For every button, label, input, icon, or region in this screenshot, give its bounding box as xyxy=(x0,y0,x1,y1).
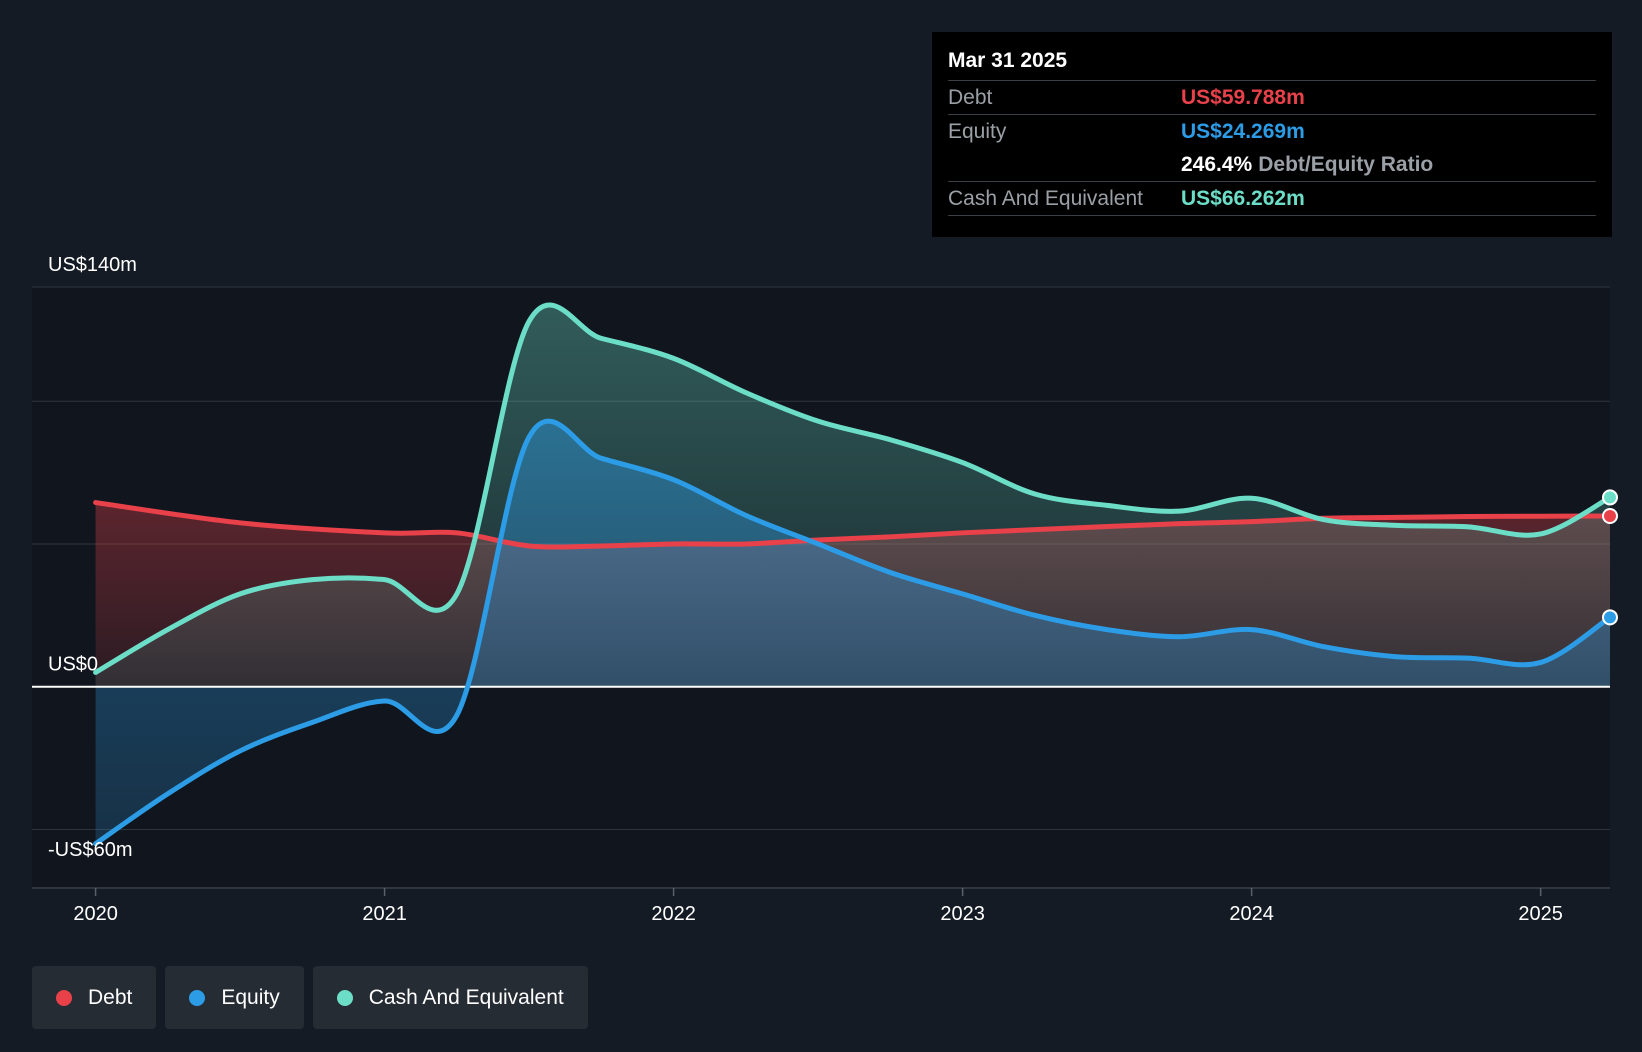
tooltip-cash-row: Cash And Equivalent US$66.262m xyxy=(948,182,1596,216)
x-tick-label: 2021 xyxy=(362,903,407,925)
x-tick-label: 2023 xyxy=(940,903,985,925)
equity-end-point[interactable] xyxy=(1602,609,1618,626)
legend-debt-label: Debt xyxy=(88,985,133,1009)
tooltip-debt-label: Debt xyxy=(948,86,993,109)
legend-item-cash[interactable]: Cash And Equivalent xyxy=(312,966,588,1029)
legend-item-debt[interactable]: Debt xyxy=(32,966,157,1029)
tooltip-ratio-label: Debt/Equity Ratio xyxy=(1258,153,1434,176)
tooltip-cash-label: Cash And Equivalent xyxy=(948,187,1143,210)
tooltip-panel: Mar 31 2025 Debt US$59.788m Equity US$24… xyxy=(932,32,1612,237)
tooltip-cash-value: US$66.262m xyxy=(1181,187,1305,210)
debt-line xyxy=(93,500,1613,550)
debt-dot-icon xyxy=(56,989,72,1006)
x-tick-label: 2020 xyxy=(73,903,118,925)
tooltip-date: Mar 31 2025 xyxy=(948,46,1596,81)
tooltip-ratio-row: 246.4% Debt/Equity Ratio xyxy=(948,148,1596,182)
legend-item-equity[interactable]: Equity xyxy=(165,966,304,1029)
legend-equity-label: Equity xyxy=(221,985,280,1009)
x-tick-label: 2025 xyxy=(1518,903,1563,925)
y-axis-top-label: US$140m xyxy=(48,254,137,276)
cash-line xyxy=(93,302,1613,675)
equity-dot-icon xyxy=(189,989,206,1006)
x-tick-label: 2022 xyxy=(651,903,696,925)
legend: Debt Equity Cash And Equivalent xyxy=(32,966,588,1029)
debt-end-point[interactable] xyxy=(1602,507,1618,524)
cash-area xyxy=(95,304,1611,687)
tooltip-debt-row: Debt US$59.788m xyxy=(948,81,1596,115)
tooltip-ratio-value: 246.4% xyxy=(1181,153,1253,176)
y-axis-bottom-label: -US$60m xyxy=(48,839,132,861)
equity-line xyxy=(93,418,1613,847)
cash-end-point[interactable] xyxy=(1602,489,1618,506)
tooltip-equity-label: Equity xyxy=(948,120,1007,143)
tooltip-equity-row: Equity US$24.269m xyxy=(948,115,1596,148)
legend-cash-label: Cash And Equivalent xyxy=(368,985,564,1009)
cash-dot-icon xyxy=(336,989,353,1006)
equity-area xyxy=(95,421,1611,844)
tooltip-debt-value: US$59.788m xyxy=(1181,86,1305,109)
y-axis-zero-label: US$0 xyxy=(48,654,98,676)
tooltip-equity-value: US$24.269m xyxy=(1181,120,1305,143)
x-tick-label: 2024 xyxy=(1229,903,1274,925)
